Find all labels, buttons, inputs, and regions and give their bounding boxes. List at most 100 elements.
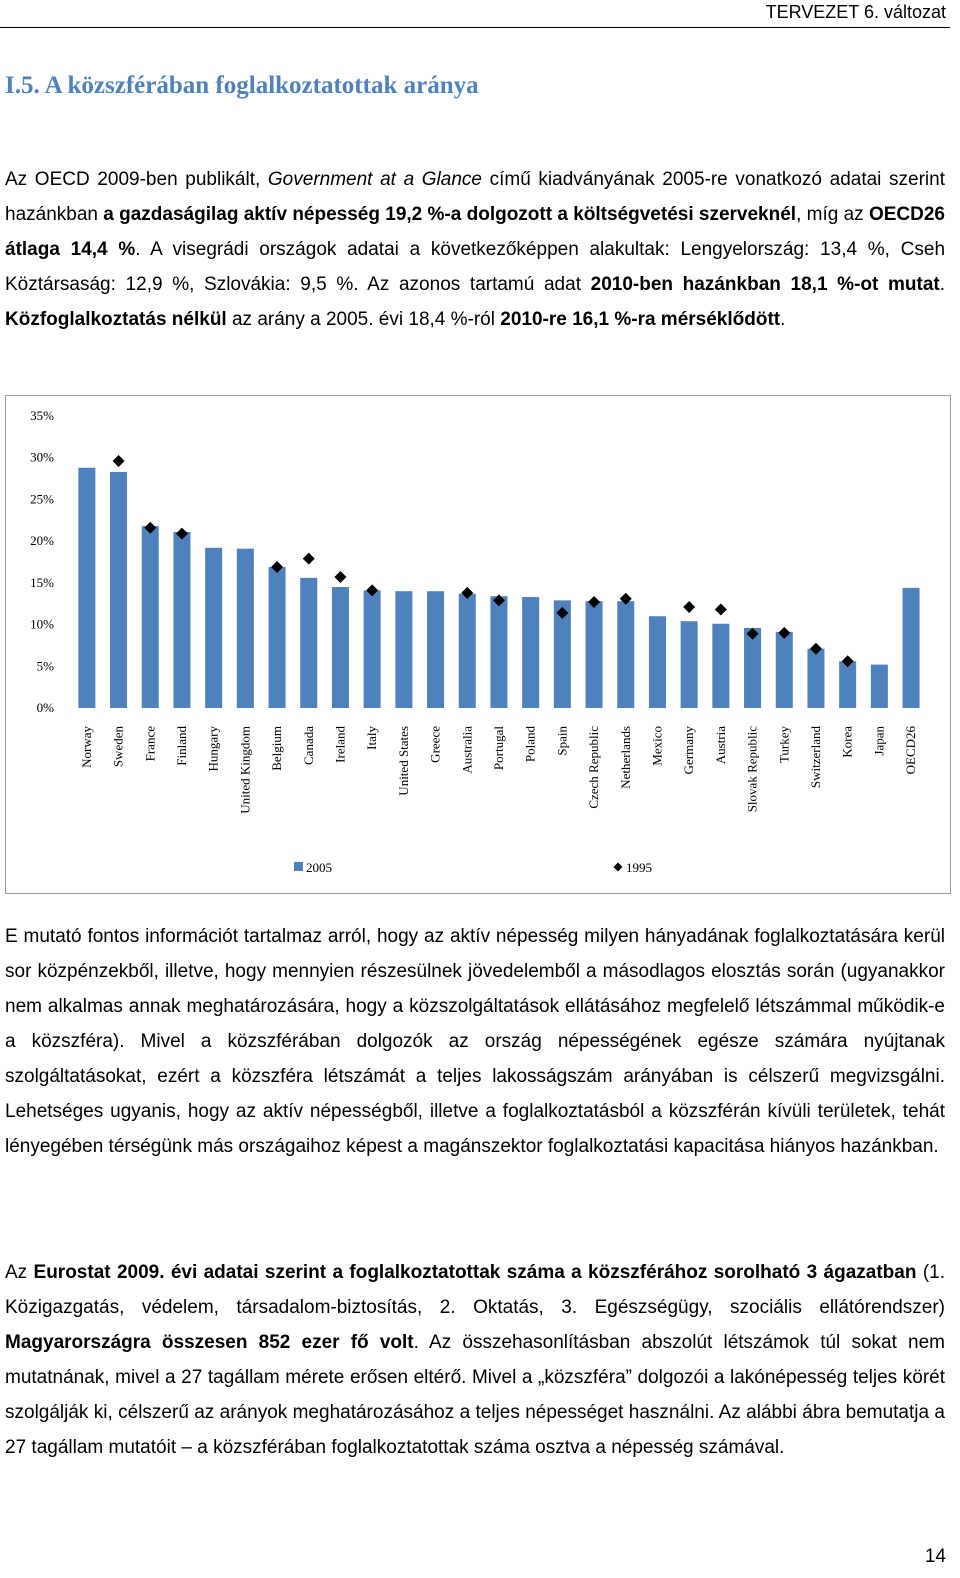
marker: [366, 584, 379, 597]
text-run: , míg az: [796, 204, 869, 225]
bar: [712, 623, 730, 708]
bar: [902, 587, 920, 708]
bar: [585, 601, 603, 708]
x-tick-label: Japan: [871, 726, 886, 756]
bar: [110, 471, 128, 708]
chart-frame: 0% 5% 10% 15% 20% 25% 30% 35% Norway Sweden France…: [5, 395, 951, 894]
marker: [492, 594, 505, 607]
x-tick-label: Germany: [681, 726, 696, 775]
bar: [807, 648, 825, 708]
bar: [680, 621, 698, 708]
text-run: .: [780, 309, 786, 330]
bar: [205, 547, 223, 708]
bar: [553, 600, 571, 708]
x-tick-label: Italy: [364, 726, 379, 750]
text-run: Eurostat 2009. évi adatai szerint a fogl…: [33, 1262, 917, 1283]
bar: [648, 616, 666, 708]
text-run: E mutató fontos információt tartalmaz ar…: [5, 926, 945, 1157]
x-tick-label: Norway: [79, 726, 94, 768]
running-header: TERVEZET 6. változat: [765, 2, 946, 22]
bar: [744, 627, 762, 708]
x-tick-label: Mexico: [649, 726, 664, 766]
marker: [683, 601, 696, 614]
marker: [334, 571, 347, 584]
marker: [144, 521, 157, 534]
bar: [268, 567, 286, 708]
x-tick-label: Netherlands: [618, 726, 633, 789]
x-tick-label: Switzerland: [808, 726, 823, 789]
bar: [363, 590, 381, 708]
bar: [522, 597, 540, 708]
y-tick-label: 0%: [37, 700, 55, 715]
text-run: . A visegrádi országok adatai a következ…: [5, 239, 946, 295]
paragraph: E mutató fontos információt tartalmaz ar…: [5, 919, 945, 1164]
x-tick-label: France: [142, 726, 157, 762]
header-rule: [0, 27, 950, 28]
text-run: Közfoglalkoztatás nélkül: [5, 309, 227, 330]
y-tick-label: 25%: [30, 491, 54, 506]
text-run: OECD26 átlaga 14,4 %: [5, 204, 945, 260]
bar: [458, 593, 476, 708]
y-tick-label: 10%: [30, 617, 54, 632]
bar: [300, 577, 318, 708]
x-tick-label: Greece: [428, 726, 443, 763]
x-tick-label: United States: [396, 726, 411, 796]
marker: [461, 586, 474, 599]
bar: [78, 467, 96, 708]
bar: [870, 664, 888, 708]
x-tick-label: Spain: [554, 726, 569, 756]
legend-label: 1995: [626, 860, 652, 875]
bar: [331, 587, 349, 708]
legend-label: 2005: [306, 860, 332, 875]
text-run: című kiadványának 2005-re vonatkozó adat…: [5, 169, 945, 225]
y-tick-label: 5%: [37, 658, 55, 673]
bar: [775, 632, 793, 708]
legend-swatch: [613, 862, 623, 872]
x-tick-label: United Kingdom: [237, 726, 252, 814]
x-tick-label: Belgium: [269, 726, 284, 771]
text-run: Government at a Glance: [267, 169, 482, 190]
x-tick-label: Korea: [840, 726, 855, 758]
text-run: a gazdaságilag aktív népesség 19,2 %-a d…: [103, 204, 797, 225]
text-run: 2010-ben hazánkban 18,1 %-ot mutat: [590, 274, 940, 295]
x-tick-label: Hungary: [206, 726, 221, 772]
x-tick-label: Portugal: [491, 726, 506, 770]
bar: [490, 596, 508, 708]
marker: [271, 561, 284, 574]
marker: [302, 552, 315, 565]
text-run: 2010-re 16,1 %-ra mérséklődött: [500, 309, 781, 330]
bar: [395, 591, 413, 708]
y-tick-label: 20%: [30, 533, 54, 548]
marker: [714, 603, 727, 616]
text-run: Az OECD 2009-ben publikált,: [5, 169, 268, 190]
text-run: (1. Közigazgatás, védelem, társadalom-bi…: [5, 1262, 945, 1318]
chart: 0% 5% 10% 15% 20% 25% 30% 35% Norway Sweden France…: [30, 408, 920, 875]
x-tick-label: Ireland: [332, 726, 347, 763]
x-tick-label: Poland: [523, 726, 538, 763]
x-tick-label: Turkey: [776, 726, 791, 764]
marker: [841, 655, 854, 668]
text-run: Az: [5, 1262, 34, 1283]
x-tick-label: Sweden: [111, 726, 126, 768]
bar: [839, 661, 857, 708]
marker: [809, 642, 822, 655]
page-number: 14: [924, 1546, 946, 1567]
marker: [556, 606, 569, 619]
bar: [427, 591, 445, 708]
x-tick-label: Finland: [174, 726, 189, 766]
bar: [173, 531, 191, 708]
y-tick-label: 35%: [30, 408, 54, 423]
text-run: Magyarországra összesen 852 ezer fő volt: [5, 1332, 414, 1353]
legend-swatch: [294, 862, 303, 871]
marker: [112, 455, 125, 468]
x-tick-label: Australia: [459, 726, 474, 774]
x-tick-label: Czech Republic: [586, 726, 601, 809]
paragraph: Az Eurostat 2009. évi adatai szerint a f…: [5, 1255, 945, 1465]
marker: [778, 626, 791, 639]
x-tick-label: Austria: [713, 726, 728, 765]
text-run: .: [939, 274, 945, 295]
marker: [619, 592, 632, 605]
text-run: . Az összehasonlításban abszolút létszám…: [5, 1332, 946, 1458]
section-heading: I.5. A közszférában foglalkoztatottak ar…: [5, 72, 479, 99]
